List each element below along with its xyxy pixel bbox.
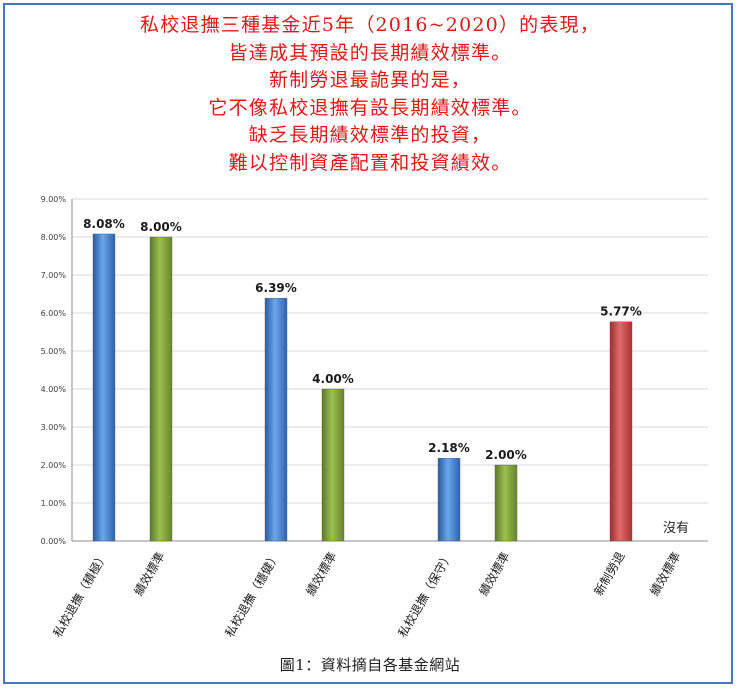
data-label: 6.39% [255, 281, 297, 295]
y-tick-label: 8.00% [41, 233, 67, 242]
data-label: 2.18% [428, 441, 470, 455]
category-label: 新制勞退 [591, 549, 628, 598]
bar [149, 236, 173, 542]
category-label: 績效標準 [303, 549, 340, 598]
category-label: 私校退撫（穩健） [222, 549, 283, 640]
bar [321, 388, 345, 542]
data-label: 8.00% [140, 220, 182, 234]
data-label: 8.08% [83, 217, 125, 231]
headline-line: 私校退撫三種基金近5年（2016~2020）的表現， [140, 14, 600, 36]
figure-caption: 圖1：資料摘自各基金網站 [279, 656, 461, 674]
y-tick-label: 0.00% [41, 537, 67, 546]
missing-value-note: 沒有 [663, 521, 690, 536]
y-tick-label: 4.00% [41, 385, 67, 394]
bar [437, 457, 461, 542]
y-tick-label: 9.00% [41, 195, 67, 204]
category-label: 私校退撫（保守） [395, 549, 456, 640]
headline-line: 新制勞退最詭異的是， [268, 69, 471, 91]
y-tick-label: 7.00% [41, 271, 67, 280]
headline-line: 缺乏長期績效標準的投資， [248, 124, 492, 146]
y-tick-label: 6.00% [41, 309, 67, 318]
y-tick-label: 3.00% [41, 423, 67, 432]
data-label: 2.00% [485, 448, 527, 462]
headline-line: 難以控制資產配置和投資績效。 [228, 151, 512, 174]
y-tick-label: 1.00% [41, 499, 67, 508]
headline-line: 它不像私校退撫有設長期績效標準。 [208, 96, 532, 119]
data-label: 4.00% [312, 372, 354, 386]
category-label: 績效標準 [647, 549, 684, 598]
bar [609, 321, 633, 542]
headline-line: 皆達成其預設的長期績效標準。 [228, 41, 512, 64]
bar [494, 464, 518, 542]
category-label: 績效標準 [131, 549, 168, 598]
bar [264, 297, 288, 542]
data-label: 5.77% [600, 305, 642, 319]
y-tick-label: 5.00% [41, 347, 67, 356]
y-tick-label: 2.00% [41, 461, 67, 470]
bar [92, 233, 116, 542]
headline-text: 私校退撫三種基金近5年（2016~2020）的表現， 皆達成其預設的長期績效標準… [0, 12, 740, 177]
category-label: 私校退撫（積極） [50, 549, 111, 640]
category-label: 績效標準 [476, 549, 513, 598]
